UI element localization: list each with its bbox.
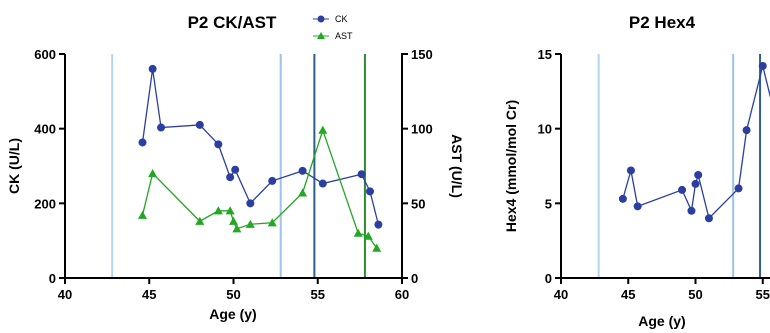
ck-data-point <box>357 170 366 179</box>
chart2-reference-lines <box>597 54 762 278</box>
ast-data-point <box>245 219 255 228</box>
ast-data-point <box>225 206 235 215</box>
ast-series-line <box>141 128 378 249</box>
legend-ck-label: CK <box>335 14 348 24</box>
ck-data-point <box>226 173 235 182</box>
series0-data-point <box>691 179 700 188</box>
chart2-series <box>618 61 770 223</box>
ck-data-point <box>374 220 383 229</box>
y-tick-label: 15 <box>538 47 552 62</box>
chart1-reference-lines <box>111 54 366 278</box>
ast-data-point <box>148 168 158 178</box>
series0-data-point <box>687 206 696 215</box>
x-tick-label: 40 <box>554 287 568 302</box>
x-tick-label: 45 <box>142 287 156 302</box>
ck-data-point <box>365 187 374 196</box>
chart1-y2-axis-label: AST (U/L) <box>449 134 465 198</box>
chart1-series <box>138 64 383 252</box>
chart-ck-ast: P2 CK/AST 40 45 50 55 600200400600050100150 … <box>6 13 465 322</box>
chart2-ticks: 4045505560051015 <box>538 47 770 302</box>
chart1-y-axis-label: CK (U/L) <box>6 138 22 194</box>
y2-tick-label: 100 <box>411 122 433 137</box>
ck-data-point <box>148 64 157 73</box>
ast-data-point <box>363 231 373 240</box>
series0-data-point <box>626 166 635 175</box>
x-tick-label: 50 <box>688 287 702 302</box>
x-tick-label: 55 <box>311 287 325 302</box>
x-tick-label: 60 <box>395 287 409 302</box>
chart2-title: P2 Hex4 <box>629 13 696 32</box>
ck-data-point <box>195 120 204 129</box>
series0-data-point <box>694 170 703 179</box>
ast-data-point <box>232 224 242 233</box>
series0-data-point <box>633 202 642 211</box>
legend-ast-label: AST <box>335 31 353 41</box>
series0-series-line <box>622 65 770 220</box>
y-tick-label: 600 <box>34 47 56 62</box>
chart1-legend: CK AST <box>313 14 353 41</box>
x-tick-label: 40 <box>58 287 72 302</box>
ck-data-point <box>214 140 223 149</box>
ck-data-point <box>268 176 277 185</box>
y-tick-label: 5 <box>545 196 552 211</box>
ck-data-point <box>157 123 166 132</box>
ast-data-point <box>318 125 328 134</box>
series0-data-point <box>758 61 767 70</box>
x-tick-label: 55 <box>756 287 770 302</box>
y-tick-label: 200 <box>34 196 56 211</box>
series0-data-point <box>618 194 627 203</box>
y2-tick-label: 150 <box>411 47 433 62</box>
ast-data-point <box>353 228 363 237</box>
ck-data-point <box>231 165 240 174</box>
y-tick-label: 0 <box>49 271 56 286</box>
ast-data-point <box>138 210 148 219</box>
y-tick-label: 400 <box>34 122 56 137</box>
ast-data-point <box>372 243 382 252</box>
ck-data-point <box>246 199 255 208</box>
ast-data-point <box>267 218 277 227</box>
y-tick-label: 0 <box>545 271 552 286</box>
x-tick-label: 50 <box>226 287 240 302</box>
series0-data-point <box>742 126 751 135</box>
series0-data-point <box>704 214 713 223</box>
ast-data-point <box>195 216 205 225</box>
ck-series-line <box>141 68 380 225</box>
chart1-title: P2 CK/AST <box>188 13 277 32</box>
x-tick-label: 45 <box>621 287 635 302</box>
chart2-x-axis-label: Age (y) <box>638 313 685 329</box>
series0-data-point <box>734 184 743 193</box>
series0-data-point <box>678 185 687 194</box>
ck-data-point <box>298 166 307 175</box>
legend-ck-marker <box>317 15 325 23</box>
ast-data-point <box>213 206 223 215</box>
y2-tick-label: 50 <box>411 196 425 211</box>
ck-data-point <box>138 138 147 147</box>
y-tick-label: 10 <box>538 122 552 137</box>
chart1-x-axis-label: Age (y) <box>209 306 256 322</box>
chart2-y-axis-label: Hex4 (mmol/mol Cr) <box>503 100 519 232</box>
legend-ast-marker <box>317 32 325 39</box>
ast-data-point <box>229 216 238 225</box>
y2-tick-label: 0 <box>411 271 418 286</box>
chart-hex4: P2 Hex4 4045505560051015 Age (y) Hex4 (m… <box>503 13 770 329</box>
ck-data-point <box>318 179 327 188</box>
ast-data-point <box>298 188 308 197</box>
